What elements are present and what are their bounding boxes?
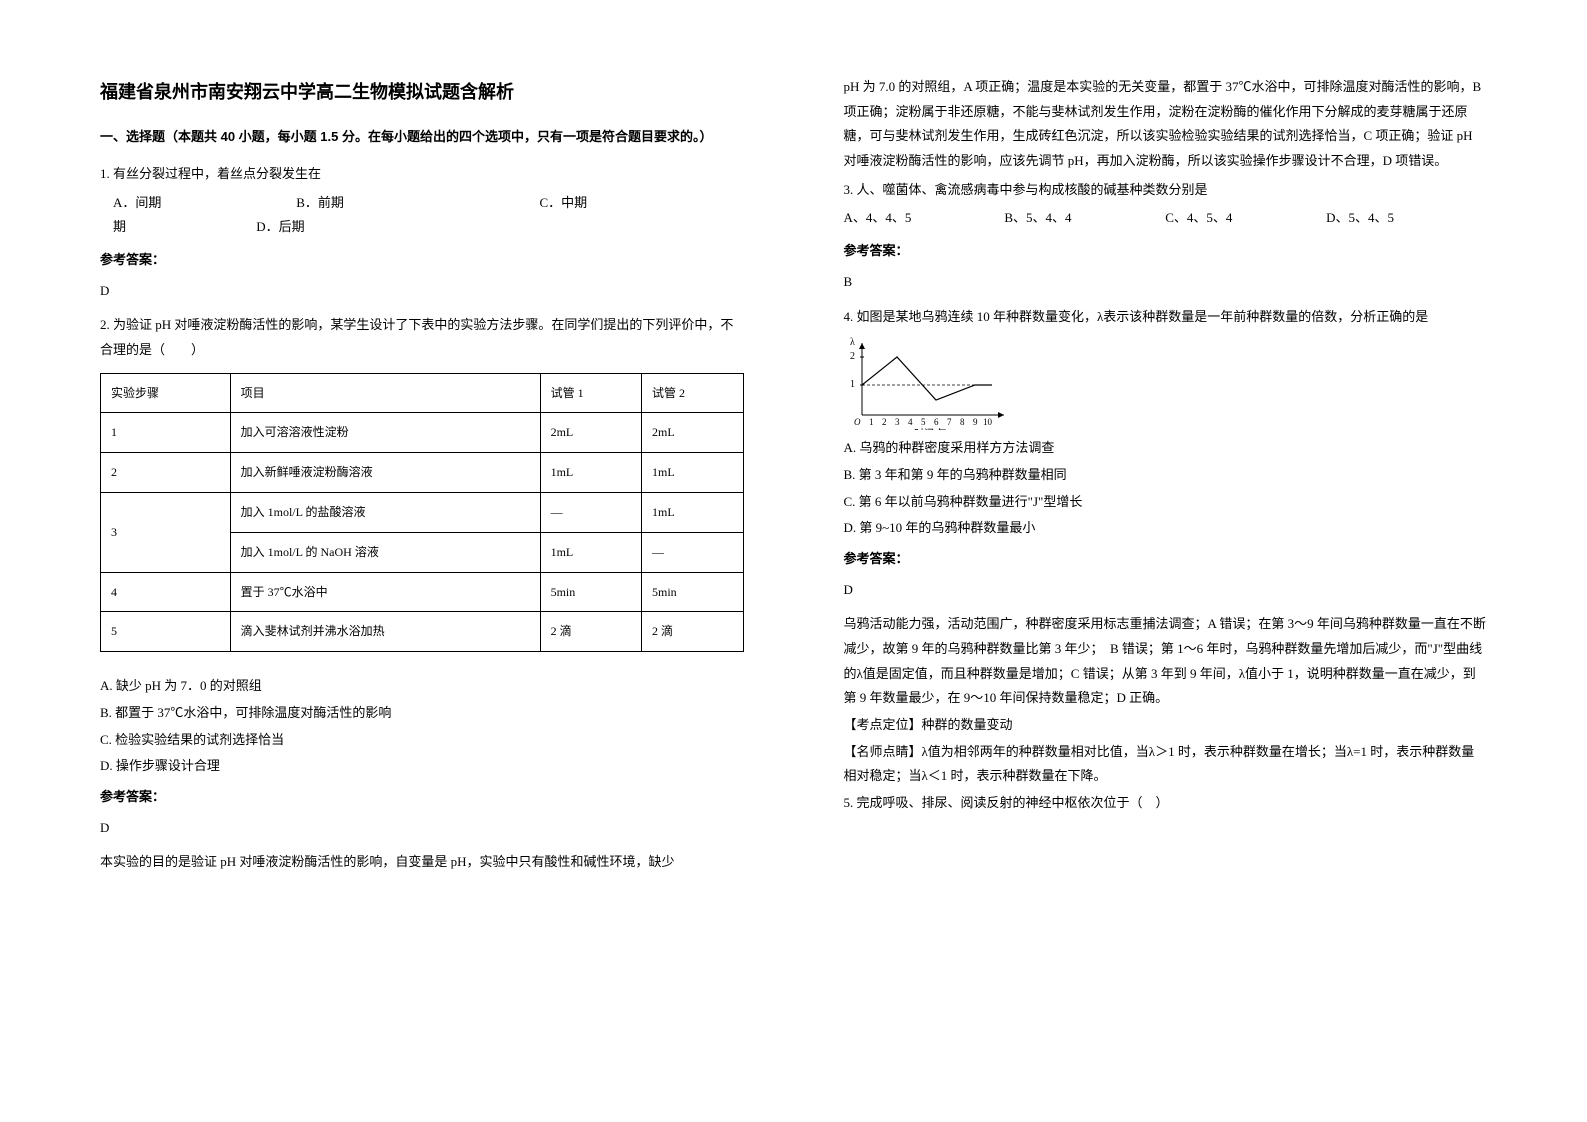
cell: 5 [101, 612, 231, 652]
cell: 4 [101, 572, 231, 612]
cell: 滴入斐林试剂并沸水浴加热 [230, 612, 540, 652]
table-row: 2 加入新鲜唾液淀粉酶溶液 1mL 1mL [101, 453, 744, 493]
q4-opt-a: A. 乌鸦的种群密度采用样方方法调查 [844, 436, 1488, 461]
q2-table: 实验步骤 项目 试管 1 试管 2 1 加入可溶溶液性淀粉 2mL 2mL 2 … [100, 373, 744, 653]
cell: 加入 1mol/L 的 NaOH 溶液 [230, 532, 540, 572]
cell: 2mL [540, 413, 641, 453]
svg-text:9: 9 [973, 417, 978, 427]
q4-opt-b: B. 第 3 年和第 9 年的乌鸦种群数量相同 [844, 463, 1488, 488]
q2-opt-b: B. 都置于 37℃水浴中，可排除温度对酶活性的影响 [100, 701, 744, 726]
cell: 加入 1mol/L 的盐酸溶液 [230, 493, 540, 533]
q3-opt-c: C、4、5、4 [1165, 206, 1326, 231]
chart-xlabel: 时间/年 [914, 427, 947, 430]
cell: 2 滴 [642, 612, 743, 652]
q2-opt-d: D. 操作步骤设计合理 [100, 754, 744, 779]
q1-answer-label: 参考答案： [100, 248, 744, 273]
cell: 1mL [642, 453, 743, 493]
cell: 5min [642, 572, 743, 612]
q4-chart: 1 2 λ O 1 2 3 4 5 6 7 8 9 10 时间/年 [844, 335, 1014, 430]
q2-opt-a: A. 缺少 pH 为 7．0 的对照组 [100, 674, 744, 699]
svg-text:1: 1 [850, 379, 855, 390]
q3-opt-d: D、5、4、5 [1326, 206, 1487, 231]
q4-answer: D [844, 578, 1488, 603]
q5-text: 5. 完成呼吸、排尿、阅读反射的神经中枢依次位于（ ） [844, 791, 1488, 816]
svg-text:λ: λ [850, 337, 855, 348]
q4-msd: 【名师点睛】λ值为相邻两年的种群数量相对比值，当λ＞1 时，表示种群数量在增长；… [844, 740, 1488, 789]
cell: 2 [101, 453, 231, 493]
svg-text:O: O [854, 417, 861, 427]
q2-explain-cont: pH 为 7.0 的对照组，A 项正确；温度是本实验的无关变量，都置于 37℃水… [844, 75, 1488, 174]
table-row: 3 加入 1mol/L 的盐酸溶液 — 1mL [101, 493, 744, 533]
q1-opt-c: C．中期 [540, 195, 588, 210]
q2-answer-label: 参考答案： [100, 785, 744, 810]
section-1-header: 一、选择题（本题共 40 小题，每小题 1.5 分。在每小题给出的四个选项中，只… [100, 125, 744, 150]
q3-options: A、4、4、5 B、5、4、4 C、4、5、4 D、5、4、5 [844, 206, 1488, 231]
q1-text: 1. 有丝分裂过程中，着丝点分裂发生在 [100, 162, 744, 187]
page-title: 福建省泉州市南安翔云中学高二生物模拟试题含解析 [100, 75, 744, 109]
svg-text:5: 5 [921, 417, 926, 427]
q1-opt-b: B．前期 [296, 191, 536, 216]
cell: 加入新鲜唾液淀粉酶溶液 [230, 453, 540, 493]
svg-text:2: 2 [882, 417, 887, 427]
q1-options: A．间期 B．前期 C．中期 期 D．后期 [113, 191, 744, 240]
q4-opt-d: D. 第 9~10 年的乌鸦种群数量最小 [844, 516, 1488, 541]
q4-kdt: 【考点定位】种群的数量变动 [844, 713, 1488, 738]
svg-text:1: 1 [869, 417, 874, 427]
q3-opt-b: B、5、4、4 [1004, 206, 1165, 231]
th-2: 试管 1 [540, 373, 641, 413]
table-row: 4 置于 37℃水浴中 5min 5min [101, 572, 744, 612]
svg-text:10: 10 [983, 417, 993, 427]
q2-answer: D [100, 816, 744, 841]
q1-opt-d: D．后期 [256, 219, 304, 234]
svg-text:7: 7 [947, 417, 952, 427]
svg-text:6: 6 [934, 417, 939, 427]
left-column: 福建省泉州市南安翔云中学高二生物模拟试题含解析 一、选择题（本题共 40 小题，… [0, 0, 794, 1122]
q2-text: 2. 为验证 pH 对唾液淀粉酶活性的影响，某学生设计了下表中的实验方法步骤。在… [100, 313, 744, 362]
table-row: 5 滴入斐林试剂并沸水浴加热 2 滴 2 滴 [101, 612, 744, 652]
cell: 加入可溶溶液性淀粉 [230, 413, 540, 453]
table-row: 1 加入可溶溶液性淀粉 2mL 2mL [101, 413, 744, 453]
q3-answer-label: 参考答案： [844, 239, 1488, 264]
q4-explain: 乌鸦活动能力强，活动范围广，种群密度采用标志重捕法调查；A 错误；在第 3～9 … [844, 612, 1488, 711]
cell: 2mL [642, 413, 743, 453]
table-header-row: 实验步骤 项目 试管 1 试管 2 [101, 373, 744, 413]
svg-text:2: 2 [850, 351, 855, 362]
th-3: 试管 2 [642, 373, 743, 413]
q1-opt-a: A．间期 [113, 191, 293, 216]
cell: 置于 37℃水浴中 [230, 572, 540, 612]
cell: 1 [101, 413, 231, 453]
cell: 1mL [540, 453, 641, 493]
svg-text:3: 3 [895, 417, 900, 427]
q3-answer: B [844, 270, 1488, 295]
svg-text:8: 8 [960, 417, 965, 427]
q3-text: 3. 人、噬菌体、禽流感病毒中参与构成核酸的碱基种类数分别是 [844, 178, 1488, 203]
cell: 2 滴 [540, 612, 641, 652]
cell: 1mL [642, 493, 743, 533]
cell: 1mL [540, 532, 641, 572]
q2-opt-c: C. 检验实验结果的试剂选择恰当 [100, 728, 744, 753]
cell: — [642, 532, 743, 572]
th-1: 项目 [230, 373, 540, 413]
svg-text:4: 4 [908, 417, 913, 427]
q2-explain-start: 本实验的目的是验证 pH 对唾液淀粉酶活性的影响，自变量是 pH，实验中只有酸性… [100, 850, 744, 875]
q1-answer: D [100, 279, 744, 304]
q3-opt-a: A、4、4、5 [844, 206, 1005, 231]
q4-text: 4. 如图是某地乌鸦连续 10 年种群数量变化，λ表示该种群数量是一年前种群数量… [844, 305, 1488, 330]
q4-opt-c: C. 第 6 年以前乌鸦种群数量进行"J"型增长 [844, 490, 1488, 515]
cell: — [540, 493, 641, 533]
th-0: 实验步骤 [101, 373, 231, 413]
cell: 5min [540, 572, 641, 612]
right-column: pH 为 7.0 的对照组，A 项正确；温度是本实验的无关变量，都置于 37℃水… [794, 0, 1587, 1122]
q4-answer-label: 参考答案： [844, 547, 1488, 572]
